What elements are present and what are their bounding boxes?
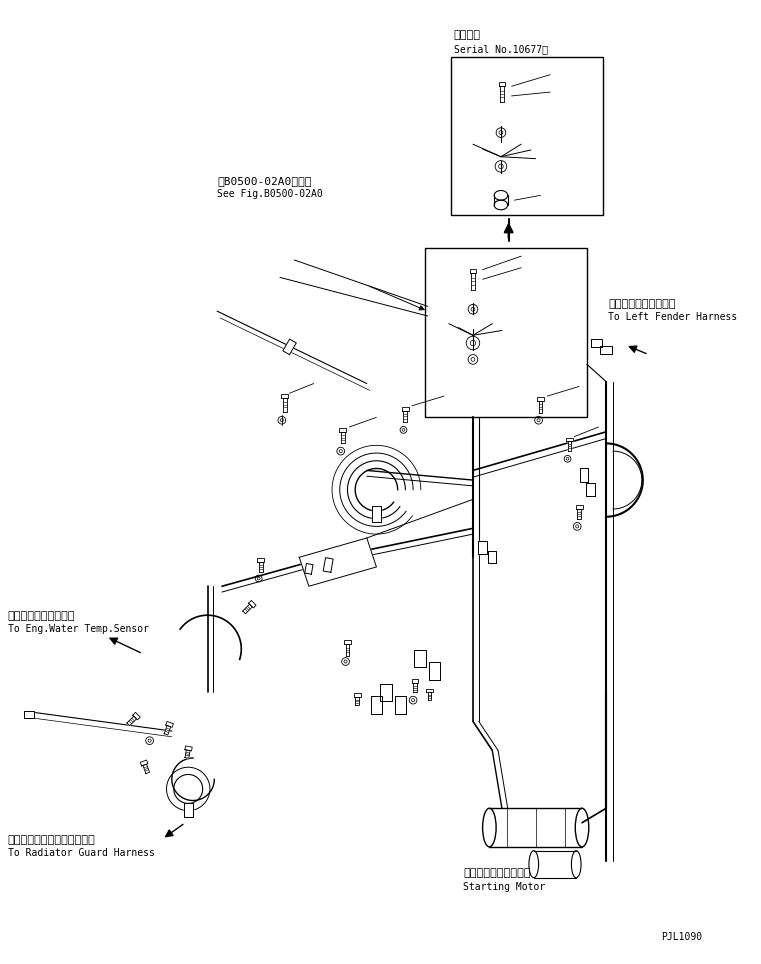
Polygon shape (371, 696, 382, 713)
Polygon shape (185, 746, 193, 751)
Text: エンジン水温センサへ: エンジン水温センサへ (8, 611, 75, 622)
Polygon shape (299, 538, 377, 586)
Polygon shape (478, 541, 487, 554)
Text: 適用号機: 適用号機 (454, 30, 481, 40)
Polygon shape (355, 697, 359, 705)
Polygon shape (127, 716, 136, 726)
Bar (425, 249, 587, 417)
Polygon shape (395, 696, 406, 713)
Polygon shape (403, 411, 407, 422)
Polygon shape (24, 711, 33, 718)
Polygon shape (132, 712, 140, 720)
Polygon shape (140, 760, 148, 766)
Polygon shape (283, 339, 296, 355)
Polygon shape (402, 407, 409, 411)
Polygon shape (428, 692, 431, 700)
Polygon shape (185, 750, 190, 759)
Text: 第B0500-02A0図参照: 第B0500-02A0図参照 (217, 176, 312, 186)
Polygon shape (380, 683, 392, 701)
Text: To Radiator Guard Harness: To Radiator Guard Harness (8, 847, 154, 858)
Polygon shape (259, 562, 263, 572)
Polygon shape (354, 693, 361, 697)
Polygon shape (166, 721, 174, 728)
Polygon shape (339, 428, 346, 432)
Text: PJL1090: PJL1090 (661, 932, 702, 942)
Text: ラジエータガードハーネスへ: ラジエータガードハーネスへ (8, 835, 95, 845)
Polygon shape (600, 346, 612, 354)
Polygon shape (323, 558, 333, 573)
Polygon shape (283, 398, 287, 412)
Polygon shape (587, 483, 595, 496)
Polygon shape (539, 401, 543, 413)
Polygon shape (282, 394, 288, 398)
Polygon shape (428, 662, 440, 680)
Polygon shape (184, 803, 193, 817)
Polygon shape (470, 269, 476, 273)
Polygon shape (577, 509, 581, 519)
Polygon shape (568, 442, 572, 451)
Text: See Fig.B0500-02A0: See Fig.B0500-02A0 (217, 189, 323, 199)
Polygon shape (371, 506, 381, 522)
Polygon shape (414, 650, 425, 667)
Text: Serial No.10677～: Serial No.10677～ (454, 43, 548, 54)
Text: To Eng.Water Temp.Sensor: To Eng.Water Temp.Sensor (8, 624, 148, 634)
Text: Starting Motor: Starting Motor (463, 882, 546, 892)
Polygon shape (344, 640, 351, 644)
Polygon shape (345, 644, 349, 656)
Polygon shape (243, 604, 253, 614)
Text: スターティングモータ: スターティングモータ (463, 869, 531, 878)
Bar (451, 57, 603, 215)
Polygon shape (413, 683, 417, 692)
Polygon shape (426, 688, 433, 692)
Polygon shape (143, 764, 150, 774)
Polygon shape (304, 564, 313, 575)
Polygon shape (498, 82, 505, 86)
Polygon shape (580, 469, 588, 482)
Polygon shape (164, 726, 170, 735)
Polygon shape (537, 397, 544, 401)
Polygon shape (249, 601, 256, 608)
Polygon shape (576, 505, 582, 509)
Polygon shape (489, 551, 496, 563)
Polygon shape (471, 273, 475, 290)
Polygon shape (341, 432, 345, 443)
Polygon shape (500, 86, 504, 102)
Polygon shape (412, 679, 419, 683)
Text: To Left Fender Harness: To Left Fender Harness (608, 312, 737, 322)
Polygon shape (566, 438, 573, 442)
Polygon shape (591, 339, 602, 347)
Polygon shape (257, 558, 264, 562)
Text: 左フェンダハーネスへ: 左フェンダハーネスへ (608, 300, 676, 309)
